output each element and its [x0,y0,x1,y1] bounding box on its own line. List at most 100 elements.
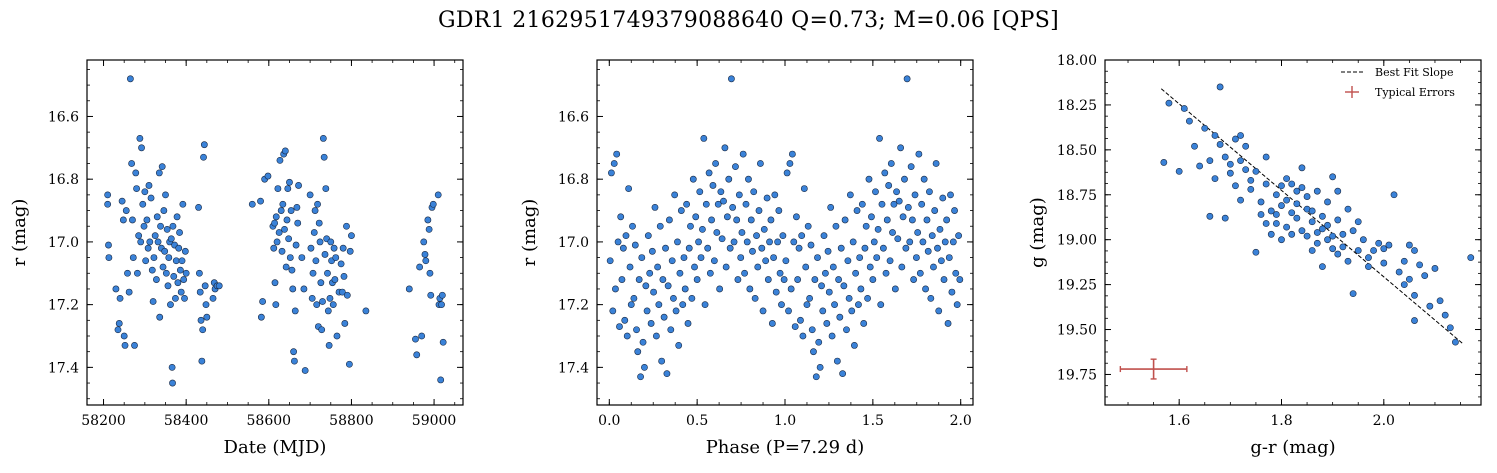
data-point [286,178,293,186]
data-point [899,213,907,221]
data-point [882,269,890,277]
data-point [174,279,182,287]
data-point [119,216,127,224]
data-point [908,216,916,224]
data-point [767,216,775,224]
data-point [1257,211,1265,218]
data-point [142,257,150,265]
data-point [878,200,886,208]
data-point [176,266,184,274]
x-tick-label: 0.5 [686,413,708,429]
data-point [743,238,751,246]
data-point [656,222,664,230]
data-point [757,160,764,167]
data-point [643,307,651,315]
data-point [1288,230,1296,238]
data-point [845,294,853,302]
data-point [639,338,647,346]
data-point [763,194,771,202]
data-point [1452,338,1459,346]
plot-frame [1104,59,1482,406]
data-point [858,200,866,208]
data-point [709,182,717,189]
data-point [319,135,327,142]
data-point [844,257,852,265]
data-point [322,185,330,192]
data-point [811,276,819,283]
data-point [852,269,860,277]
data-point [200,153,207,161]
data-point [1426,302,1434,310]
data-point [343,222,350,230]
data-point [1354,218,1362,226]
data-point [886,257,894,265]
data-point [1303,193,1311,200]
data-point [136,135,144,142]
data-point [290,348,297,356]
data-point [776,269,784,277]
data-point [612,285,619,293]
data-point [948,288,956,296]
y-tick-label: 19.75 [1057,367,1097,383]
data-point [1385,241,1393,249]
data-point [662,244,669,252]
legend-entry-best-fit: Best Fit Slope [1375,66,1453,79]
data-point [1267,207,1275,215]
data-point [362,307,370,315]
data-point [195,269,203,277]
data-point [862,222,870,230]
data-point [143,216,151,224]
data-point [1400,257,1408,265]
data-point [676,269,684,277]
data-point [780,276,788,283]
data-point [747,216,755,224]
data-point [876,135,883,142]
data-point [1252,168,1260,175]
data-point [956,276,964,283]
data-point [832,222,840,230]
data-point [1211,175,1219,182]
data-point [866,263,874,271]
x-tick-label: 59000 [412,413,457,429]
data-point [330,244,338,252]
data-point [915,150,923,158]
data-point [1329,232,1337,240]
data-point [1160,159,1168,166]
x-tick-label: 1.6 [1168,413,1190,429]
data-point [785,307,792,315]
data-point [321,251,329,258]
x-tick-label: 2.0 [950,413,972,429]
data-point [627,301,635,309]
data-point [1436,297,1444,305]
data-point [793,213,800,221]
data-point [326,294,334,302]
data-point [795,244,803,252]
data-point [856,254,864,261]
data-point [122,207,130,214]
data-point [1257,198,1265,206]
data-point [840,282,848,290]
data-point [167,301,174,309]
data-point [804,222,812,230]
data-point [692,213,700,221]
data-point [116,294,124,302]
data-point [732,163,739,171]
data-point [159,263,167,271]
data-point [115,320,123,327]
data-point [1329,173,1337,181]
data-point [289,285,297,293]
data-point [1359,236,1367,244]
data-point [739,150,747,158]
data-point [754,263,762,271]
x-tick-label: 1.8 [1270,413,1292,429]
data-point [165,254,173,261]
data-point [904,204,912,211]
y-tick-label: 19.00 [1057,233,1097,249]
data-point [790,238,798,246]
data-point [936,225,944,233]
data-point [897,144,905,152]
data-point [768,320,776,327]
data-point [848,307,856,315]
data-point [172,294,179,302]
data-point [324,307,332,315]
